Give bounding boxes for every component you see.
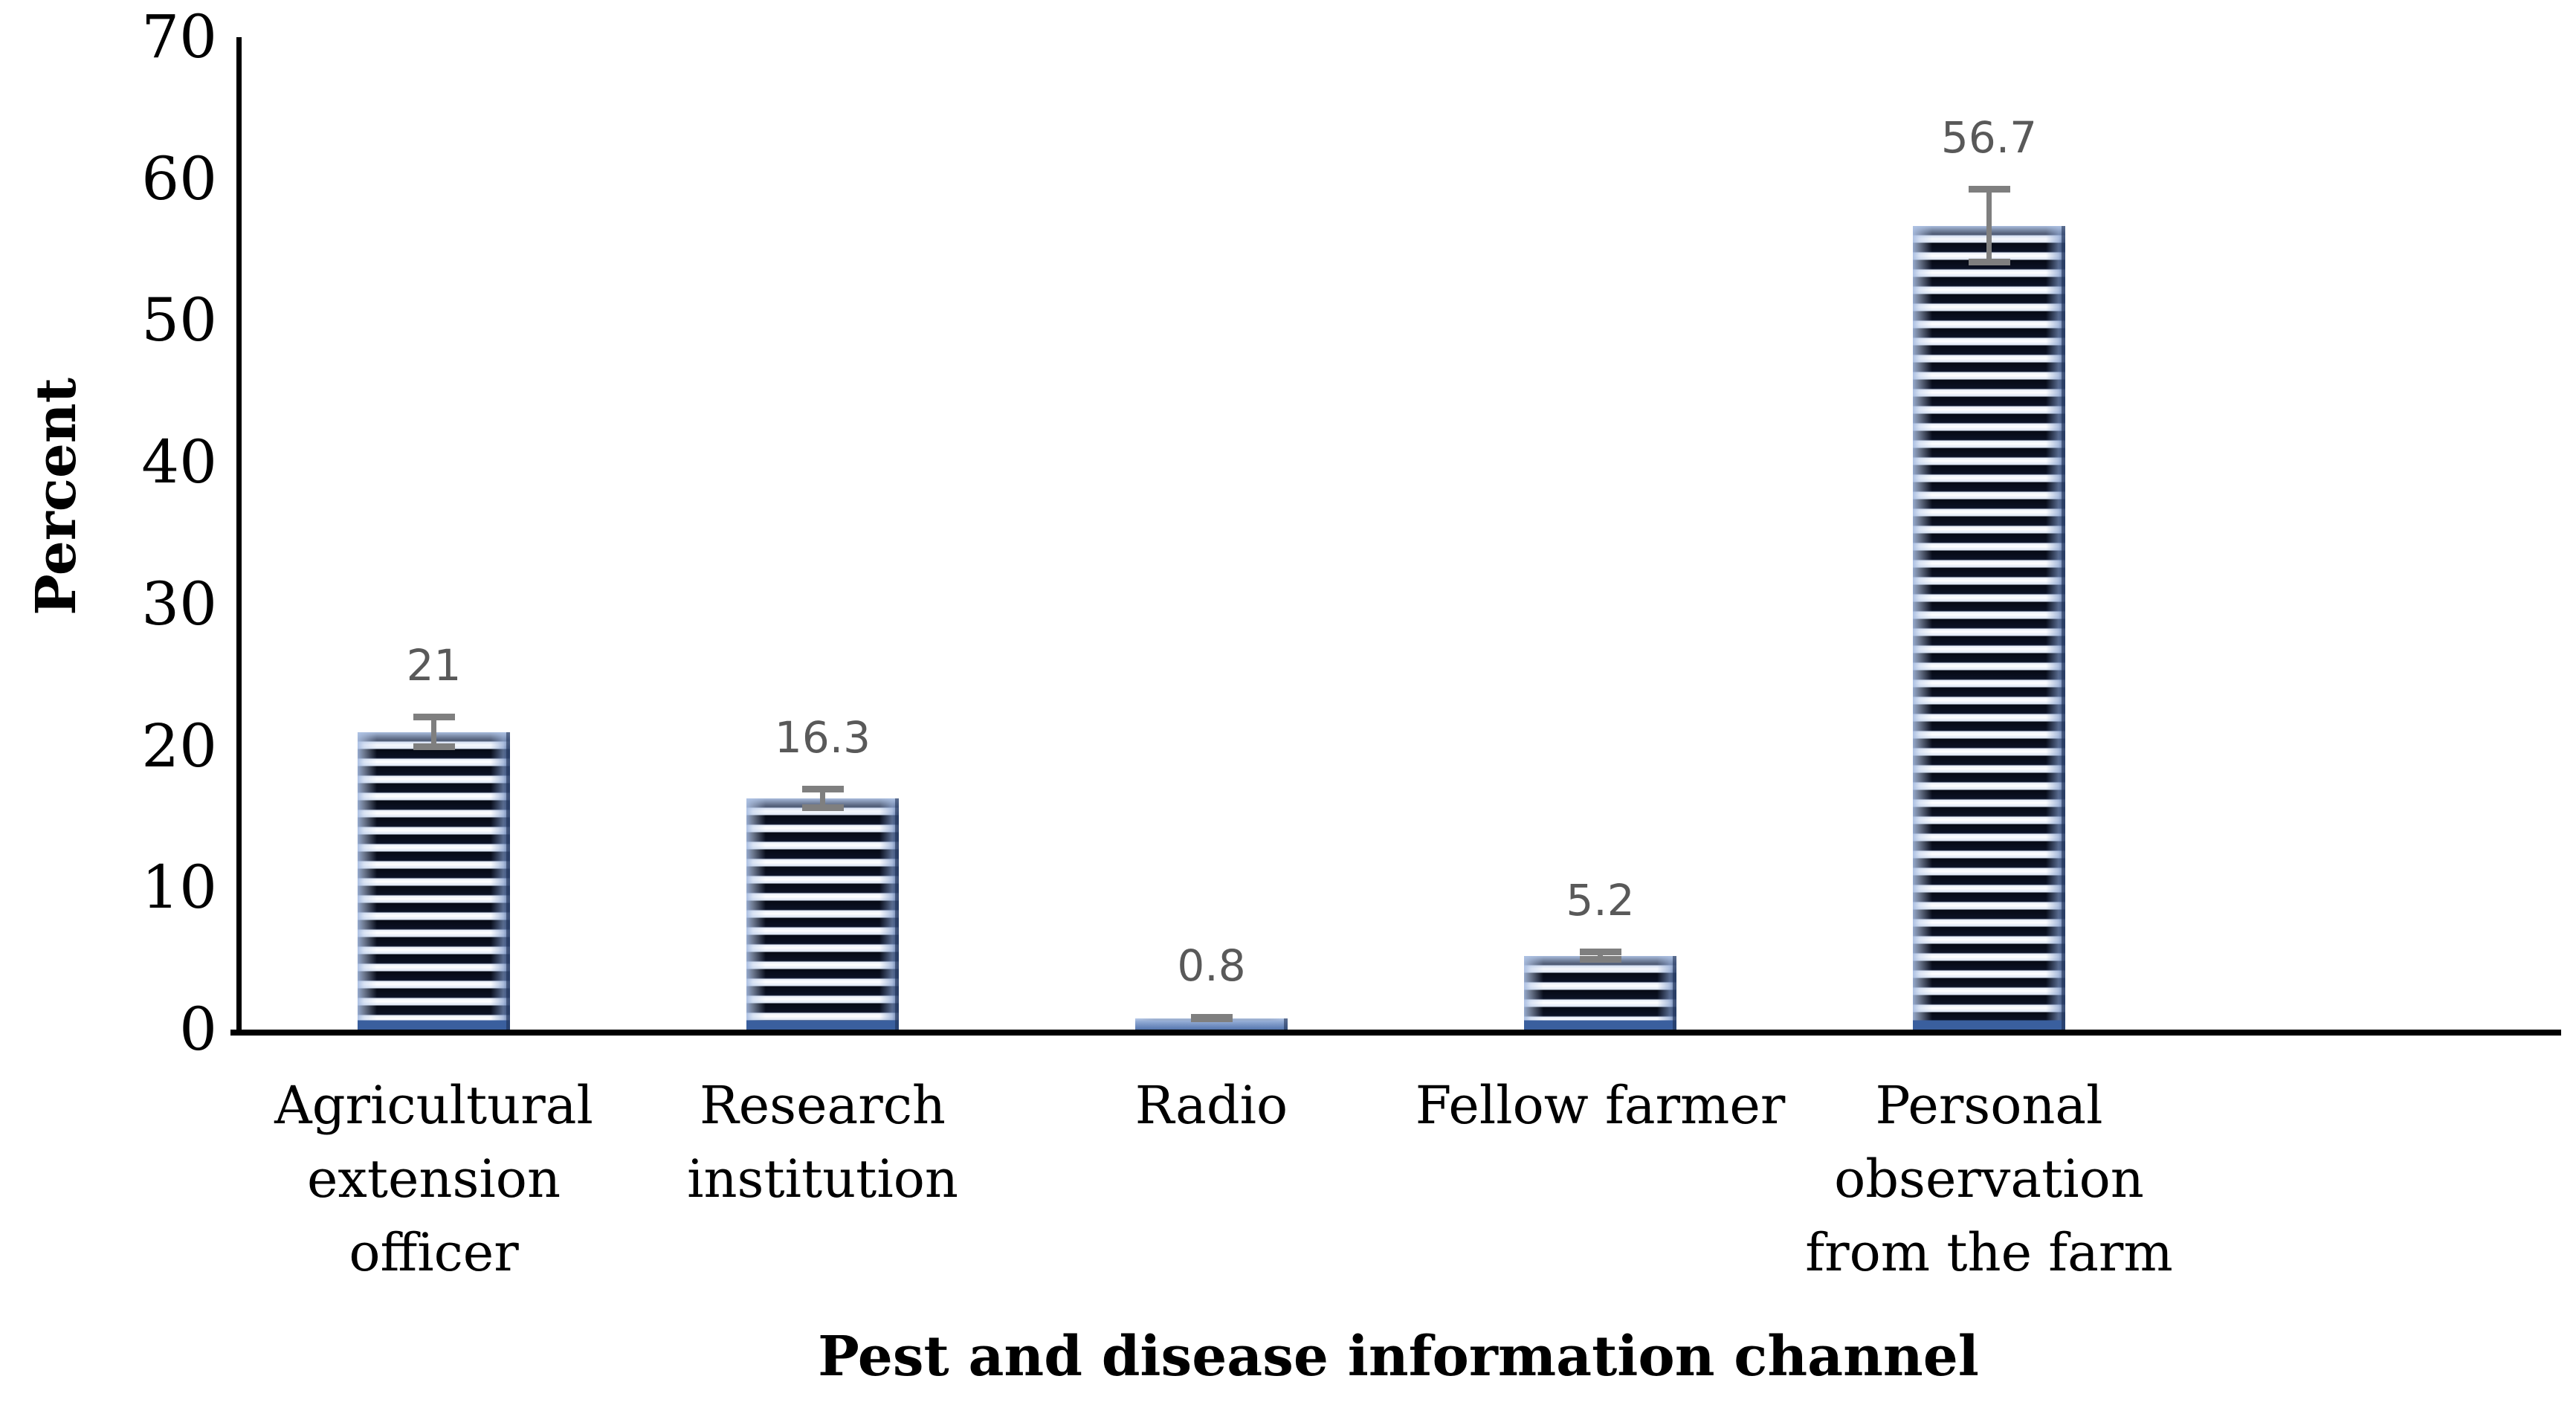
y-tick-label: 60 bbox=[141, 143, 217, 213]
data-label: 16.3 bbox=[774, 711, 871, 763]
error-bar-cap bbox=[413, 743, 455, 751]
error-bar bbox=[820, 785, 825, 812]
error-bar-cap bbox=[1968, 186, 2010, 193]
y-tick-label: 30 bbox=[141, 569, 217, 639]
data-label: 0.8 bbox=[1177, 940, 1246, 992]
y-tick-label: 50 bbox=[141, 285, 217, 355]
bar bbox=[1135, 1018, 1288, 1030]
error-bar bbox=[1986, 186, 1992, 266]
y-axis-line bbox=[236, 37, 242, 1035]
y-tick-label: 10 bbox=[141, 853, 217, 923]
category-label: Personal observation from the farm bbox=[1805, 1075, 2173, 1283]
y-tick-label: 70 bbox=[141, 2, 217, 71]
bar bbox=[1524, 955, 1676, 1030]
bar bbox=[358, 731, 510, 1030]
error-bar-cap bbox=[1579, 956, 1621, 963]
error-bar bbox=[431, 713, 436, 751]
category-label: Radio bbox=[1134, 1075, 1288, 1136]
error-bar-cap bbox=[1968, 259, 2010, 266]
category-label: Fellow farmer bbox=[1415, 1075, 1786, 1136]
y-tick-label: 0 bbox=[179, 995, 217, 1064]
error-bar-cap bbox=[1579, 949, 1621, 956]
bar bbox=[1913, 225, 2065, 1030]
error-bar-cap bbox=[413, 713, 455, 720]
bar bbox=[746, 798, 899, 1030]
y-tick-label: 40 bbox=[141, 427, 217, 497]
error-bar-cap bbox=[801, 785, 844, 792]
x-axis-title: Pest and disease information channel bbox=[818, 1325, 1979, 1389]
y-tick-label: 20 bbox=[141, 711, 217, 781]
data-label: 21 bbox=[406, 639, 462, 691]
error-bar bbox=[1598, 949, 1603, 963]
data-label: 56.7 bbox=[1940, 112, 2038, 164]
error-bar-cap bbox=[801, 804, 844, 812]
error-bar-cap bbox=[1190, 1015, 1233, 1023]
data-label: 5.2 bbox=[1566, 875, 1635, 926]
category-label: Agricultural extension officer bbox=[274, 1075, 593, 1283]
category-label: Research institution bbox=[687, 1075, 958, 1209]
x-axis-line bbox=[230, 1030, 2561, 1036]
